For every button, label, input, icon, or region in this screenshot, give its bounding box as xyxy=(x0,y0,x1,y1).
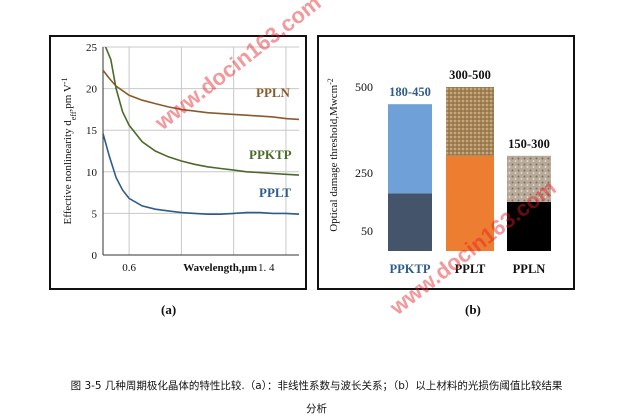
y-tick-label: 250 xyxy=(355,166,373,180)
series-label-pplt: PPLT xyxy=(259,185,291,200)
category-label: PPLT xyxy=(455,262,486,276)
x-axis-label: Wavelength,μm xyxy=(183,262,257,274)
y-tick-label: 20 xyxy=(86,84,98,96)
series-label-ppktp: PPKTP xyxy=(249,147,292,162)
x-tick-label: 0.6 xyxy=(122,262,136,274)
panel-b-label: (b) xyxy=(465,302,481,317)
panel-b-frame: 50 250 500 Optical damage threshold,Mwcm-2 1… xyxy=(317,35,575,290)
range-label: 150-300 xyxy=(508,137,550,151)
series-line-ppktp xyxy=(104,47,299,176)
y-tick-label: 10 xyxy=(86,167,98,179)
category-label: PPLN xyxy=(513,262,546,276)
figure-caption-line-2: 分析 xyxy=(306,403,327,415)
category-label: PPKTP xyxy=(390,262,431,276)
y-tick-label: 500 xyxy=(355,80,373,94)
bar-lower-ppln xyxy=(507,202,551,251)
bar-lower-ppktp xyxy=(388,193,432,251)
panel-a-label: (a) xyxy=(161,302,177,317)
series-label-ppln: PPLN xyxy=(256,85,291,100)
range-label: 300-500 xyxy=(449,68,491,82)
series-line-pplt xyxy=(103,133,299,215)
damage-threshold-chart: 50 250 500 Optical damage threshold,Mwcm-2 1… xyxy=(326,68,551,276)
bar-upper-ppln xyxy=(507,155,551,202)
x-tick-label: 1. 4 xyxy=(258,262,275,274)
bar-upper-pplt xyxy=(446,87,494,156)
series-line-ppln xyxy=(103,69,299,121)
y-tick-label: 5 xyxy=(92,208,98,220)
y-tick-label: 0 xyxy=(92,250,98,262)
y-axis-label: Effective nonlinearity deff,pm V-1 xyxy=(60,78,78,225)
bar-upper-ppktp xyxy=(388,104,432,194)
y-tick-label: 50 xyxy=(361,224,373,238)
panel-a-frame: 0 5 10 15 20 25 0.6 1. 4 Wavelength,μm Effective … xyxy=(49,35,307,290)
y-tick-label: 25 xyxy=(86,42,98,54)
range-label: 180-450 xyxy=(389,85,431,99)
y-axis-label: Optical damage threshold,Mwcm-2 xyxy=(326,78,341,232)
y-tick-label: 15 xyxy=(86,125,98,137)
bar-lower-pplt xyxy=(446,155,494,251)
figure-caption-line-1: 图 3-5 几种周期极化晶体的特性比较.（a）：非线性系数与波长关系；（b）以上… xyxy=(70,380,563,392)
